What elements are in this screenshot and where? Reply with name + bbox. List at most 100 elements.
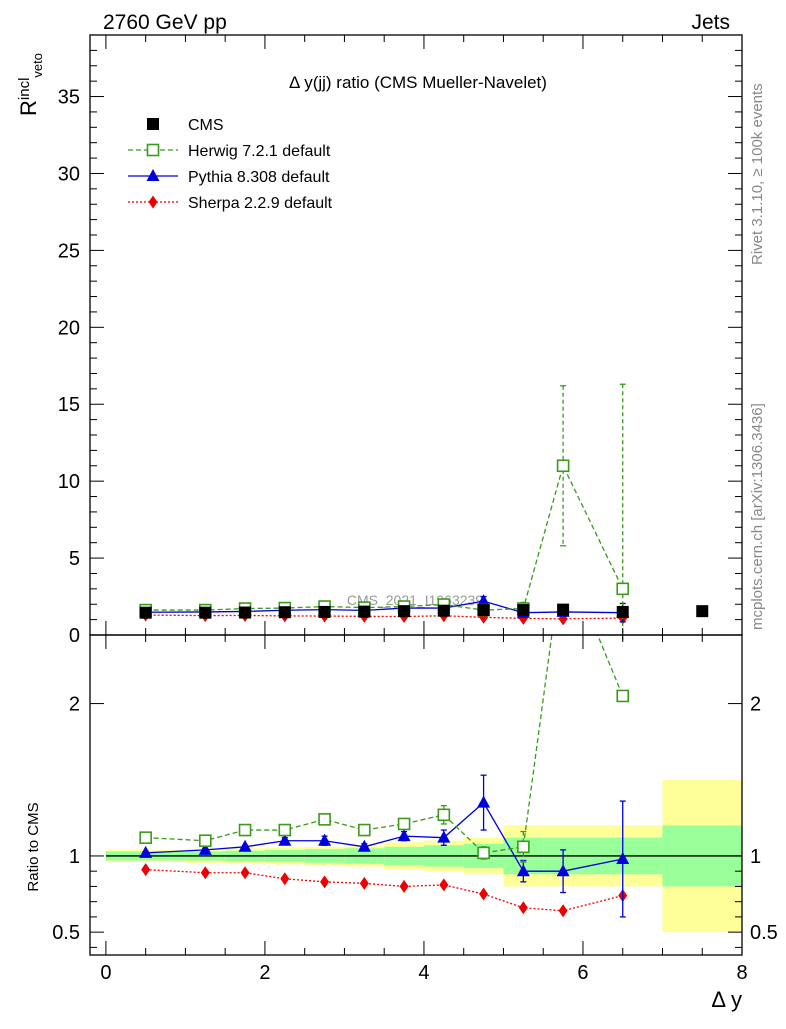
data-point [398, 605, 411, 618]
data-point [477, 795, 491, 808]
data-point [318, 813, 331, 826]
series-line [145, 869, 623, 912]
data-point [437, 808, 451, 822]
data-point [439, 878, 449, 892]
legend-marker [147, 118, 159, 130]
data-point [139, 831, 152, 844]
data-point [397, 829, 411, 842]
data-point [318, 605, 331, 618]
series-sherpa [141, 608, 628, 626]
series-herwig [139, 546, 630, 863]
data-point [278, 833, 292, 846]
ratio-frame [89, 634, 743, 956]
x-tick-label: 4 [418, 962, 429, 984]
uncertainty-bands [105, 779, 742, 933]
data-point [357, 839, 371, 852]
x-axis-label: Δ y [711, 987, 742, 1012]
data-point [238, 823, 252, 837]
series-herwig [139, 383, 630, 641]
y-tick-label: 20 [58, 317, 80, 339]
legend-label: Herwig 7.2.1 default [188, 143, 331, 160]
data-point [278, 823, 292, 837]
ratio-y-tick-label-left: 1 [69, 846, 80, 868]
main-series-layer [139, 383, 709, 641]
y-axis-label-ratio: Ratio to CMS [25, 802, 42, 891]
data-point [320, 875, 330, 889]
data-point [517, 604, 530, 617]
data-point [477, 846, 490, 860]
data-point [359, 876, 369, 890]
x-tick-label: 2 [259, 962, 270, 984]
data-point [397, 817, 411, 831]
data-point [479, 887, 489, 901]
y-tick-label: 25 [58, 240, 80, 262]
series-line [145, 635, 624, 854]
data-point [358, 823, 371, 837]
legend-entry: CMS [147, 117, 224, 134]
data-point [139, 845, 153, 858]
series-cms [139, 603, 709, 619]
y-tick-label: 35 [58, 87, 80, 109]
data-point [358, 605, 371, 618]
series-pythia [139, 774, 630, 918]
series-sherpa [141, 863, 628, 918]
series-line [145, 463, 624, 611]
header-right: Jets [691, 11, 730, 34]
y-axis-label-main: Rinclveto [16, 53, 45, 116]
legend: CMS Herwig 7.2.1 default Pythia 8.308 defa… [128, 117, 333, 212]
data-point [139, 606, 152, 619]
ratio-y-tick-label-left: 2 [69, 694, 80, 716]
data-point [516, 864, 530, 877]
legend-entry: Herwig 7.2.1 default [128, 143, 331, 160]
x-tick-label: 0 [100, 962, 111, 984]
data-point [556, 864, 570, 877]
data-point [696, 605, 709, 618]
data-point [616, 605, 629, 618]
data-point [437, 830, 451, 843]
x-tick-label: 8 [736, 962, 747, 984]
ratio-y-tick-label-right: 0.5 [750, 922, 778, 944]
series-line [145, 600, 623, 614]
data-point [517, 840, 530, 854]
y-tick-label: 0 [69, 625, 80, 647]
data-point [199, 606, 212, 619]
data-point [616, 582, 630, 596]
data-point [318, 833, 332, 846]
data-point [557, 603, 570, 616]
ratio-y-tick-label-left: 0.5 [52, 922, 80, 944]
ratio-y-tick-label-right: 1 [750, 846, 761, 868]
y-tick-label: 5 [69, 548, 80, 570]
data-point [616, 689, 630, 703]
legend-label: Sherpa 2.2.9 default [188, 195, 333, 212]
y-tick-label: 10 [58, 471, 80, 493]
legend-marker [146, 169, 160, 181]
data-point [238, 839, 252, 852]
series-line [145, 801, 623, 872]
legend-marker [146, 143, 160, 157]
y-tick-label: 15 [58, 394, 80, 416]
data-point [240, 866, 250, 880]
data-point [239, 606, 252, 619]
data-point [198, 834, 212, 848]
data-point [278, 606, 291, 619]
series-line [145, 614, 623, 620]
y-tick-label: 30 [58, 163, 80, 185]
legend-label: Pythia 8.308 default [188, 169, 330, 186]
legend-entry: Pythia 8.308 default [128, 169, 330, 186]
data-point [616, 852, 630, 864]
data-point [280, 872, 290, 886]
side-text-top: Rivet 3.1.10, ≥ 100k events [749, 83, 766, 265]
ratio-y-tick-label-right: 2 [750, 694, 761, 716]
data-point [556, 459, 570, 473]
plot-title: Δ y(jj) ratio (CMS Mueller-Navelet) [289, 73, 547, 92]
header-left: 2760 GeV pp [103, 11, 227, 34]
legend-label: CMS [188, 117, 224, 134]
data-point [558, 904, 568, 918]
data-point [200, 866, 210, 880]
legend-marker [148, 195, 158, 209]
data-point [437, 604, 450, 617]
data-point [558, 546, 569, 557]
data-point [477, 604, 490, 617]
